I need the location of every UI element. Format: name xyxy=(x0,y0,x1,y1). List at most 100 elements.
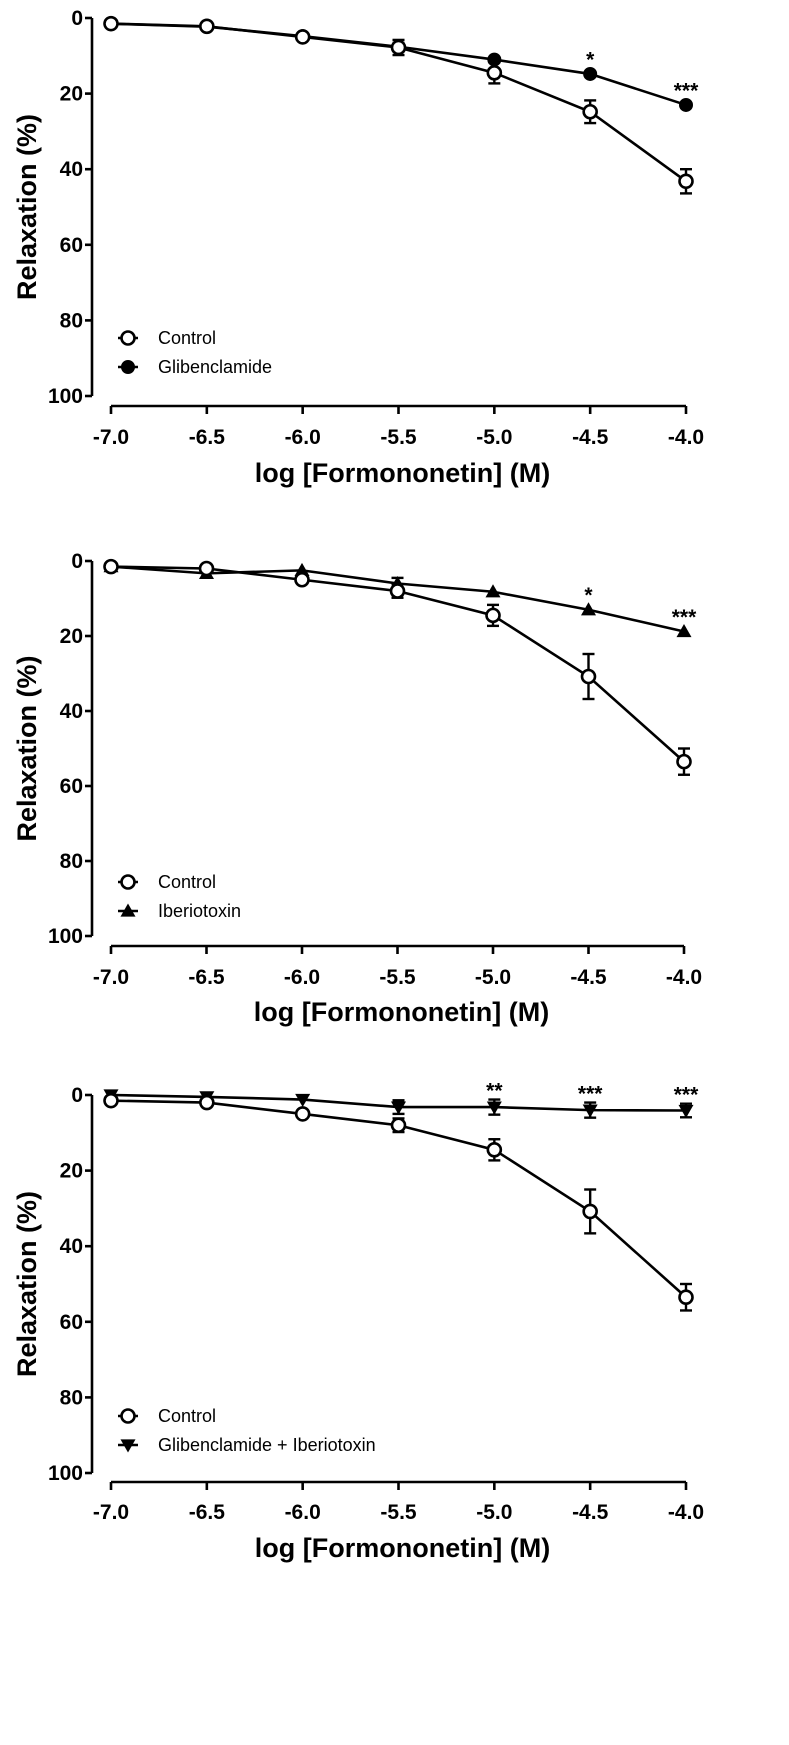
y-tick-label: 0 xyxy=(71,7,83,30)
y-tick-label: 60 xyxy=(60,775,83,798)
x-tick-label: -5.0 xyxy=(476,1501,512,1524)
data-point xyxy=(485,607,501,624)
x-tick-label: -6.5 xyxy=(189,426,226,449)
x-tick-label: -5.5 xyxy=(379,966,416,989)
legend-label: Control xyxy=(158,872,216,892)
significance-label: *** xyxy=(674,1084,699,1107)
x-tick-label: -6.0 xyxy=(285,1501,321,1524)
data-point xyxy=(676,624,692,638)
data-point xyxy=(678,1289,694,1306)
data-point xyxy=(103,15,119,32)
series-1 xyxy=(103,1092,694,1312)
data-point xyxy=(198,560,215,577)
x-tick-label: -4.5 xyxy=(572,1501,609,1524)
legend-marker xyxy=(120,903,136,917)
data-point xyxy=(391,1101,406,1115)
significance-label: * xyxy=(586,48,595,71)
data-point xyxy=(294,571,310,588)
data-point xyxy=(294,29,311,45)
chart-panel-2: 0 20 40 60 80 100 -7.0 -6.5 -6.0 -5.5 -5.0 -4.5 -4.0… xyxy=(12,550,702,1027)
data-point xyxy=(486,65,503,81)
data-point xyxy=(390,39,407,56)
data-point xyxy=(103,558,119,575)
data-point xyxy=(582,103,598,120)
x-axis-title: log [Formononetin] (M) xyxy=(255,458,550,488)
data-point xyxy=(676,753,692,770)
significance-label: *** xyxy=(578,1083,603,1106)
data-point xyxy=(581,602,596,616)
x-tick-label: -4.0 xyxy=(666,966,702,989)
y-tick-label: 60 xyxy=(60,1311,83,1334)
y-tick-label: 100 xyxy=(48,385,83,408)
series-2 xyxy=(104,16,693,112)
x-tick-label: -5.0 xyxy=(475,966,511,989)
series-line xyxy=(110,22,687,107)
y-axis-title: Relaxation (%) xyxy=(12,1191,42,1377)
x-tick-label: -4.5 xyxy=(572,426,609,449)
y-tick-label: 80 xyxy=(60,309,83,332)
data-point xyxy=(678,173,694,190)
y-axis-title: Relaxation (%) xyxy=(12,114,42,300)
legend-marker xyxy=(120,874,136,890)
x-tick-label: -6.0 xyxy=(284,966,320,989)
data-point xyxy=(678,1104,694,1118)
x-tick-label: -5.5 xyxy=(380,1501,417,1524)
x-tick-label: -6.5 xyxy=(188,966,225,989)
data-point xyxy=(486,1101,502,1115)
data-point xyxy=(679,97,693,112)
data-point xyxy=(199,18,215,35)
y-tick-label: 60 xyxy=(60,234,83,257)
x-tick-label: -4.0 xyxy=(668,1501,704,1524)
data-point xyxy=(199,1094,215,1111)
data-point xyxy=(103,1092,119,1109)
legend-label: Control xyxy=(158,1406,216,1426)
x-tick-label: -7.0 xyxy=(93,426,129,449)
significance-label: * xyxy=(584,584,593,607)
legend-label: Iberiotoxin xyxy=(158,901,241,921)
y-tick-label: 0 xyxy=(71,550,83,573)
significance-label: *** xyxy=(672,606,697,629)
data-point xyxy=(582,1104,598,1118)
chart-panel-1: 0 20 40 60 80 100 -7.0 -6.5 -6.0 -5.5 -5.0 -4.5 -4.0… xyxy=(12,7,704,488)
y-tick-label: 100 xyxy=(48,925,83,948)
y-tick-label: 20 xyxy=(60,625,83,648)
y-tick-label: 80 xyxy=(60,1386,83,1409)
x-tick-label: -5.0 xyxy=(476,426,512,449)
y-tick-label: 20 xyxy=(60,83,83,106)
y-tick-label: 40 xyxy=(60,700,83,723)
data-point xyxy=(485,584,501,598)
series-1 xyxy=(103,558,692,776)
y-axis-title: Relaxation (%) xyxy=(12,655,42,841)
x-axis-title: log [Formononetin] (M) xyxy=(254,997,549,1027)
x-tick-label: -6.5 xyxy=(189,1501,226,1524)
significance-label: *** xyxy=(674,79,699,102)
y-tick-label: 20 xyxy=(60,1160,83,1183)
x-tick-label: -6.0 xyxy=(285,426,321,449)
legend-label: Control xyxy=(158,328,216,348)
x-tick-label: -4.0 xyxy=(668,426,704,449)
data-point xyxy=(294,1106,311,1122)
x-axis-title: log [Formononetin] (M) xyxy=(255,1533,550,1563)
data-point xyxy=(295,1093,311,1108)
data-point xyxy=(580,668,597,685)
data-point xyxy=(294,562,310,576)
legend-label: Glibenclamide + Iberiotoxin xyxy=(158,1435,376,1455)
series-2 xyxy=(103,1089,694,1119)
series-1 xyxy=(103,15,694,195)
legend-marker xyxy=(120,1439,136,1453)
legend-marker xyxy=(120,1408,136,1424)
y-tick-label: 40 xyxy=(60,158,83,181)
y-tick-label: 100 xyxy=(48,1462,83,1485)
significance-label: ** xyxy=(486,1080,503,1103)
legend-label: Glibenclamide xyxy=(158,357,272,377)
data-point xyxy=(390,1117,407,1134)
x-tick-label: -7.0 xyxy=(93,966,129,989)
data-point xyxy=(583,66,598,81)
y-tick-label: 80 xyxy=(60,850,83,873)
x-tick-label: -4.5 xyxy=(570,966,607,989)
y-tick-label: 0 xyxy=(71,1084,83,1107)
y-tick-label: 40 xyxy=(60,1235,83,1258)
x-tick-label: -7.0 xyxy=(93,1501,129,1524)
chart-panel-3: 0 20 40 60 80 100 -7.0 -6.5 -6.0 -5.5 -5.0 -4.5 -4.0… xyxy=(12,1080,704,1563)
